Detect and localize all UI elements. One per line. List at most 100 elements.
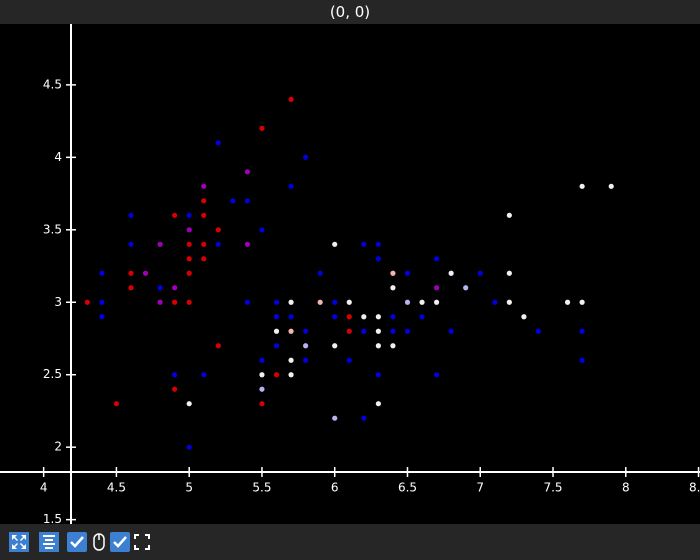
point — [419, 314, 425, 320]
point — [186, 299, 192, 305]
point — [186, 444, 192, 450]
point — [375, 328, 381, 334]
point — [259, 372, 265, 378]
point — [346, 314, 352, 320]
point — [244, 299, 251, 305]
point — [201, 198, 207, 204]
point — [521, 314, 527, 320]
point — [172, 212, 178, 218]
point — [506, 299, 512, 305]
point — [244, 241, 251, 247]
point — [128, 241, 134, 247]
y-tick-label: 2.5 — [43, 367, 62, 381]
x-tick-label: 4.5 — [107, 481, 126, 495]
point — [201, 183, 207, 189]
point — [346, 357, 352, 363]
point — [172, 386, 178, 392]
point — [579, 357, 585, 363]
point — [332, 314, 338, 320]
toolbar — [0, 524, 700, 560]
point — [448, 270, 454, 276]
point — [157, 285, 163, 291]
point — [201, 212, 207, 218]
point — [404, 328, 411, 334]
point — [303, 154, 309, 160]
point — [113, 401, 120, 407]
point — [433, 256, 440, 262]
point — [506, 212, 512, 218]
mouse-pan-checkbox[interactable] — [67, 532, 87, 552]
point — [273, 343, 280, 349]
align-button[interactable] — [39, 532, 59, 552]
plot-area: 4 4.5 5 5.5 6 6.5 7 7.5 8 8.5 1.5 2 2.5 3 3.5 4 4.5 — [0, 24, 700, 524]
point — [375, 256, 381, 262]
point — [419, 299, 425, 305]
chart-title: (0, 0) — [0, 0, 700, 24]
point — [215, 343, 221, 349]
point — [404, 270, 411, 276]
fullscreen-icon[interactable] — [132, 532, 152, 552]
point — [157, 241, 163, 247]
point — [346, 299, 352, 305]
point — [259, 386, 265, 392]
point — [404, 299, 411, 305]
point — [332, 299, 338, 305]
point — [201, 241, 207, 247]
point — [433, 285, 440, 291]
point — [463, 285, 469, 291]
point — [448, 328, 454, 334]
point — [157, 299, 163, 305]
point — [390, 314, 396, 320]
point — [375, 241, 381, 247]
point — [375, 401, 381, 407]
point — [303, 357, 309, 363]
point — [288, 314, 294, 320]
point — [186, 401, 192, 407]
point — [215, 227, 221, 233]
point — [433, 372, 440, 378]
point — [142, 270, 149, 276]
point — [244, 169, 251, 175]
point — [433, 299, 440, 305]
point — [288, 357, 294, 363]
point — [477, 270, 483, 276]
point — [390, 285, 396, 291]
x-tick-label: 8.5 — [689, 481, 700, 495]
reset-view-button[interactable] — [9, 532, 29, 552]
point — [244, 198, 251, 204]
x-tick-label: 5.5 — [252, 481, 271, 495]
point — [332, 415, 338, 421]
point — [201, 372, 207, 378]
x-tick-label: 5 — [185, 481, 193, 495]
point — [317, 270, 323, 276]
point — [128, 212, 134, 218]
point — [128, 285, 134, 291]
point — [390, 343, 396, 349]
y-tick-label: 3.5 — [43, 222, 62, 236]
point — [346, 328, 352, 334]
point — [259, 401, 265, 407]
point — [201, 256, 207, 262]
y-tick-label: 3 — [54, 295, 62, 309]
point — [84, 299, 90, 305]
point — [492, 299, 498, 305]
point — [361, 241, 367, 247]
x-tick-label: 4 — [40, 481, 48, 495]
point — [273, 328, 280, 334]
point — [273, 314, 280, 320]
x-tick-label: 7.5 — [543, 481, 562, 495]
point — [288, 96, 294, 102]
zoom-checkbox[interactable] — [110, 532, 130, 552]
point — [390, 270, 396, 276]
point — [288, 299, 294, 305]
point — [332, 343, 338, 349]
point — [172, 299, 178, 305]
point — [390, 328, 396, 334]
point — [361, 415, 367, 421]
point — [215, 241, 221, 247]
x-tick-label: 6 — [331, 481, 339, 495]
point — [172, 372, 178, 378]
point — [361, 328, 367, 334]
point — [375, 343, 381, 349]
